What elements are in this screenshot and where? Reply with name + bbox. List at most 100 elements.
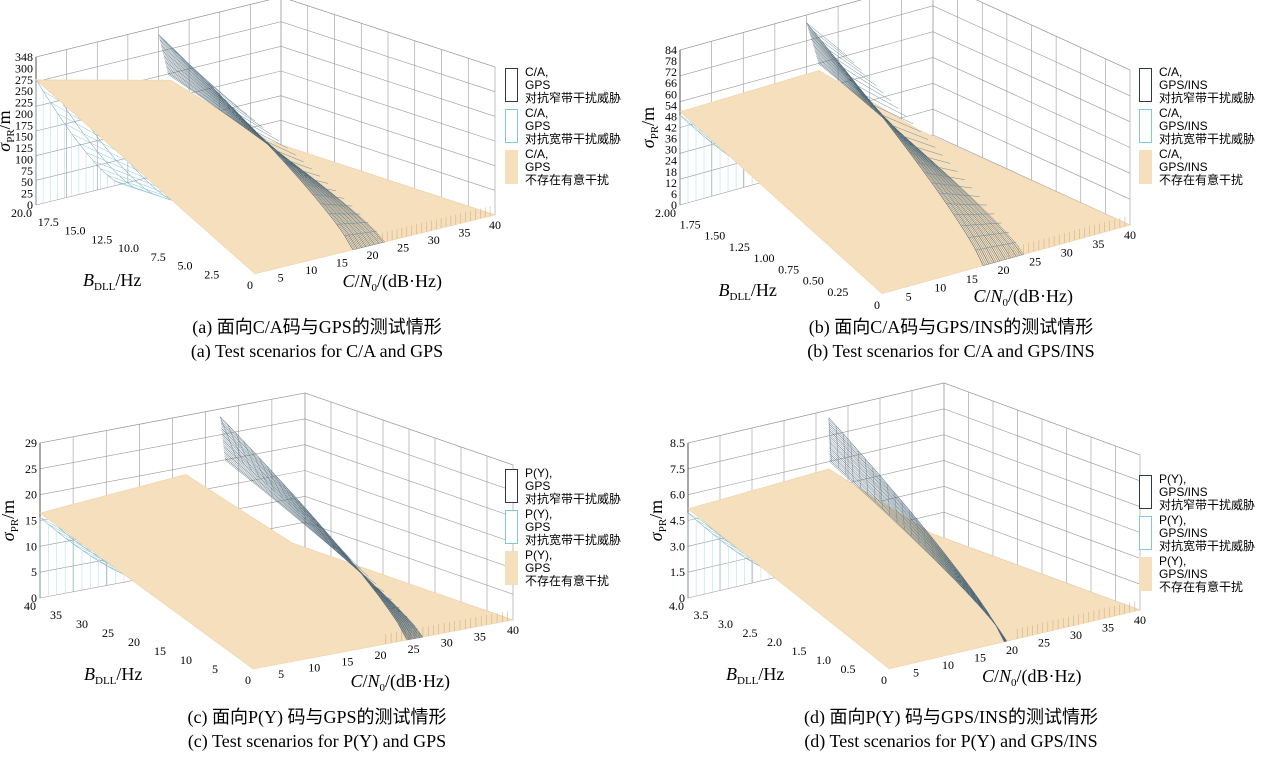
cn-tick-label: 25	[408, 642, 420, 656]
y-tick-label: 175	[15, 118, 33, 132]
legend-text: 对抗窄带干扰威胁	[525, 492, 622, 506]
narrowband-cross-line	[266, 465, 284, 499]
cn-tick-label: 40	[489, 218, 501, 232]
narrowband-mesh-line	[808, 30, 991, 264]
narrowband-mesh-line	[813, 46, 1008, 260]
legend-text: GPS	[525, 119, 551, 133]
narrowband-cross-line	[282, 482, 299, 512]
cn-tick-label: 5	[278, 271, 284, 285]
surface-plot-b: 06121824303642485460667278842.001.751.50…	[638, 0, 1136, 312]
legend-text: GPS/INS	[1159, 78, 1208, 92]
narrowband-cross-line	[931, 182, 973, 189]
cn-tick-label: 30	[1061, 246, 1073, 260]
legend-text: GPS/INS	[1159, 526, 1208, 540]
legend-item-narrowband: P(Y), GPS/INS 对抗窄带干扰威胁	[1139, 473, 1255, 512]
y-tick-label: 36	[665, 132, 677, 146]
gridline-horizontal	[39, 444, 514, 517]
cn-tick-label: 10	[934, 281, 946, 295]
y-tick-label: 300	[15, 61, 33, 75]
b-tick-label: 15	[154, 644, 166, 658]
legend-text: 不存在有意干扰	[525, 574, 610, 588]
legend-d: P(Y), GPS/INS 对抗窄带干扰威胁 P(Y), GPS/INS 对抗宽带干扰威胁…	[1139, 473, 1255, 596]
narrowband-cross-line	[231, 106, 264, 128]
narrowband-cross-line	[939, 192, 980, 197]
cn-tick-label: 40	[1134, 613, 1146, 627]
narrowband-cross-line	[352, 241, 385, 251]
narrowband-cross-line	[321, 526, 338, 548]
narrowband-cross-line	[263, 139, 296, 156]
surface-plot-c: 0 5 10 15 20 25 29 40 35 30 25 20 15 10 5 0 5 10 15 20 25 30 3…	[0, 392, 519, 694]
y-tick-label: 20	[25, 488, 37, 502]
surface-narrowband	[219, 416, 424, 641]
legend-text: 对抗宽带干扰威胁	[525, 132, 622, 146]
narrowband-cross-line	[930, 536, 934, 559]
y-tick-label: 50	[21, 175, 33, 189]
y-axis-label: σPR/m	[0, 500, 21, 541]
narrowband-cross-line	[352, 562, 369, 577]
narrowband-cross-line	[158, 34, 191, 69]
narrowband-mesh-line	[810, 35, 997, 263]
b-axis-label: BDLL/Hz	[83, 270, 141, 293]
y-tick-label: 24	[665, 154, 677, 168]
cn-tick-label: 20	[1006, 643, 1018, 657]
y-axis-label: σPR/m	[638, 107, 661, 148]
b-tick-label: 1.25	[729, 240, 750, 254]
narrowband-cross-line	[305, 508, 322, 533]
y-axis-label: σPR/m	[0, 110, 17, 151]
narrowband-cross-line	[968, 232, 1010, 238]
cn-tick-label: 0	[874, 298, 880, 312]
gridline-horizontal	[39, 392, 514, 466]
y-tick-label: 0	[27, 198, 33, 212]
narrowband-cross-line	[982, 604, 986, 613]
cn-tick-label: 10	[305, 263, 317, 277]
narrowband-cross-line	[850, 442, 854, 482]
y-tick-label: 0	[679, 591, 685, 605]
b-tick-label: 15.0	[65, 224, 86, 238]
legend-text: 不存在有意干扰	[1159, 580, 1244, 594]
y-tick-label: 78	[665, 54, 677, 68]
narrowband-cross-line	[367, 581, 385, 592]
y-axis-ticks: 0 1.5 3.0 4.5 6.0 7.5 8.5	[670, 436, 685, 605]
legend-text: P(Y),	[525, 507, 553, 521]
narrowband-cross-line	[806, 22, 848, 56]
b-axis-ticks: 20.0 17.5 15.0 12.5 10.0 7.5 5.0 2.5	[11, 206, 219, 281]
legend-text: 对抗宽带干扰威胁	[1159, 132, 1256, 146]
cn-tick-label: 20	[998, 263, 1010, 277]
narrowband-cross-line	[887, 484, 891, 516]
narrowband-cross-line	[258, 457, 276, 492]
legend-item-narrowband: C/A, GPS/INS 对抗窄带干扰威胁	[1139, 66, 1255, 105]
b-tick-label: 10	[180, 653, 192, 667]
gridline-horizontal	[679, 5, 1131, 97]
gridline-horizontal	[679, 31, 1131, 122]
narrowband-cross-line	[320, 203, 353, 207]
b-tick-label: 40	[24, 599, 36, 613]
y-tick-label: 150	[15, 130, 33, 144]
legend-text: GPS/INS	[1159, 567, 1208, 581]
cn-tick-label: 25	[397, 241, 409, 255]
legend-text: C/A,	[1159, 106, 1183, 120]
b-tick-label: 0.5	[841, 662, 856, 676]
cn-tick-label: 15	[974, 651, 986, 665]
legend-item-none: P(Y), GPS/INS 不存在有意干扰	[1139, 555, 1255, 594]
legend-text: GPS	[525, 479, 551, 493]
legend-swatch	[505, 109, 518, 143]
caption-cn-a: (a) 面向C/A码与GPS的测试情形	[192, 317, 442, 337]
narrowband-cross-line	[850, 76, 892, 102]
b-tick-label: 2.5	[743, 626, 758, 640]
gridline-horizontal	[35, 0, 496, 68]
chart-panel-a: 0 25 50 75 100 125 150 175 200 225 250 275 300 348 20.…	[0, 0, 634, 379]
narrowband-cross-line	[271, 148, 304, 163]
y-tick-label: 48	[665, 109, 677, 123]
narrowband-cross-line	[916, 518, 920, 544]
narrowband-cross-line	[251, 449, 268, 485]
surface-narrowband	[806, 22, 1024, 266]
legend-text: 对抗窄带干扰威胁	[1159, 91, 1256, 105]
narrowband-mesh-line	[812, 43, 1004, 261]
y-tick-label: 1.5	[670, 565, 685, 579]
narrowband-cross-line	[989, 615, 993, 621]
narrowband-cross-line	[835, 58, 877, 86]
b-tick-label: 1.75	[680, 217, 701, 231]
y-tick-label: 5	[31, 565, 37, 579]
legend-a: C/A, GPS 对抗窄带干扰威胁 C/A, GPS 对抗宽带干扰威胁 C/A, GPS 不存在…	[505, 66, 621, 189]
cn-axis-ticks: 0 5 10 15 20 25 30 35 40	[881, 613, 1146, 687]
